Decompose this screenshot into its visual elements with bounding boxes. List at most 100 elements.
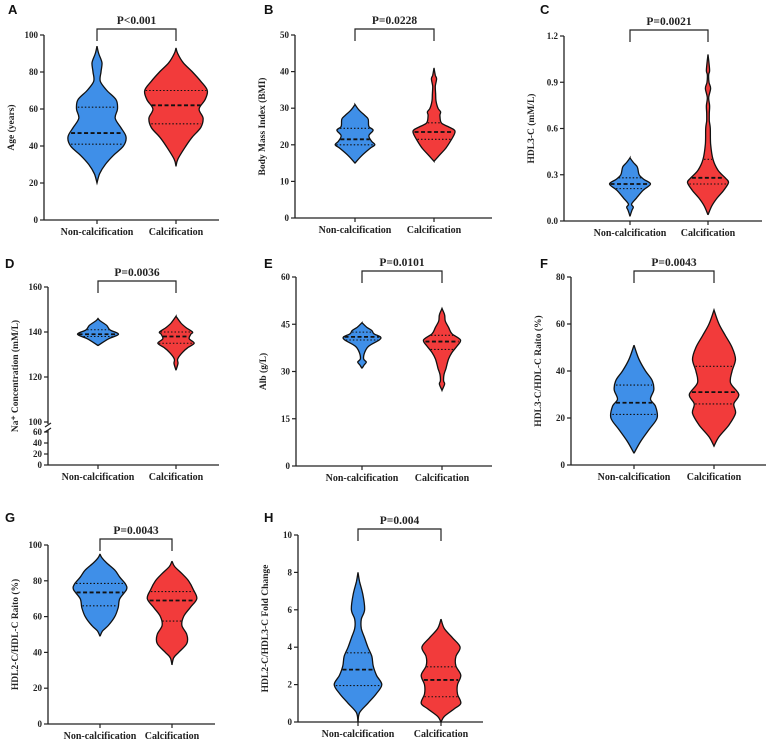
y-axis-label: HDL2-C/HDL3-C Fold Change xyxy=(261,565,271,693)
panel-G: G 0 20 40 60 80 100 HDL2-C/HDL-C Raito (%) Non-c… xyxy=(5,510,215,742)
y-tick-label: 60 xyxy=(556,319,566,329)
y-axis-label: Age (years) xyxy=(6,104,17,150)
panel-letter: H xyxy=(264,510,273,525)
y-tick-label: 10 xyxy=(280,176,290,186)
y-tick-label: 20 xyxy=(33,449,43,459)
y-tick-label: 0.3 xyxy=(547,170,559,180)
y-tick-label: 120 xyxy=(29,372,43,382)
y-tick-label: 60 xyxy=(29,104,39,114)
y-tick-label: 0 xyxy=(286,461,291,471)
y-tick-label: 4 xyxy=(288,642,293,652)
y-tick-label: 40 xyxy=(29,141,39,151)
violin-non-calcification xyxy=(67,45,127,186)
y-tick-label: 15 xyxy=(281,414,291,424)
y-tick-label: 0 xyxy=(34,215,39,225)
violin-non-calcification xyxy=(342,321,382,369)
y-tick-label: 30 xyxy=(280,103,290,113)
p-value-label: P=0.0021 xyxy=(646,16,691,28)
x-tick-label: Calcification xyxy=(415,473,470,484)
violin-calcification xyxy=(157,314,195,371)
y-tick-label: 40 xyxy=(556,366,566,376)
y-tick-label: 20 xyxy=(33,683,43,693)
panel-H: H 0 2 4 6 8 10 HDL2-C/HDL3-C Fold Change Non-cal… xyxy=(261,510,483,740)
x-tick-label: Non-calcification xyxy=(326,473,399,484)
violin-non-calcification xyxy=(76,317,120,347)
y-tick-label: 0 xyxy=(38,460,43,470)
panel-B: B 0 10 20 30 40 50 Body Mass Index (BMI) Non-cal… xyxy=(257,2,492,236)
panel-C: C 0.0 0.3 0.6 0.9 1.2 HDL3-C (mM/L) Non-calcifi… xyxy=(526,2,762,239)
p-value-label: P=0.004 xyxy=(380,515,420,527)
panel-letter: E xyxy=(264,256,273,271)
x-tick-label: Calcification xyxy=(149,227,204,238)
y-tick-label: 0 xyxy=(561,460,566,470)
x-tick-label: Calcification xyxy=(149,472,204,483)
y-tick-label: 10 xyxy=(283,530,293,540)
y-tick-label: 80 xyxy=(33,576,43,586)
panel-E: E 0 15 30 45 60 Alb (g/L) Non-calcification Calc… xyxy=(258,256,492,484)
p-value-label: P=0.0228 xyxy=(372,15,417,27)
y-tick-label: 80 xyxy=(29,67,39,77)
y-tick-label: 0 xyxy=(288,717,293,727)
y-axis-label: HDL3-C (mM/L) xyxy=(526,94,537,164)
x-tick-label: Calcification xyxy=(687,472,742,483)
y-tick-label: 0 xyxy=(285,213,290,223)
x-tick-label: Non-calcification xyxy=(319,225,392,236)
y-tick-label: 0.9 xyxy=(547,77,559,87)
y-tick-label: 20 xyxy=(29,178,39,188)
y-axis-label: Alb (g/L) xyxy=(258,353,269,390)
y-tick-label: 140 xyxy=(29,327,43,337)
panel-letter: C xyxy=(540,2,550,17)
p-value-label: P=0.0043 xyxy=(113,525,158,537)
axis-break-mark xyxy=(44,427,52,433)
y-tick-label: 40 xyxy=(280,67,290,77)
y-tick-label: 50 xyxy=(280,30,290,40)
panel-letter: A xyxy=(8,2,18,17)
y-tick-label: 30 xyxy=(281,367,291,377)
x-tick-label: Calcification xyxy=(407,225,462,236)
y-axis-label: HDL2-C/HDL-C Raito (%) xyxy=(10,579,21,690)
y-tick-label: 80 xyxy=(556,272,566,282)
y-tick-label: 60 xyxy=(33,427,43,437)
x-tick-label: Calcification xyxy=(414,729,469,740)
violin-calcification xyxy=(688,307,740,448)
x-tick-label: Non-calcification xyxy=(598,472,671,483)
y-axis-label: Body Mass Index (BMI) xyxy=(257,78,268,176)
panel-letter: B xyxy=(264,2,273,17)
panel-F: F 0 20 40 60 80 HDL3-C/HDL-C Raito (%) Non-calc… xyxy=(533,256,766,483)
panel-letter: F xyxy=(540,256,548,271)
y-tick-label: 1.2 xyxy=(547,31,559,41)
violin-non-calcification xyxy=(608,155,652,217)
y-tick-label: 20 xyxy=(556,413,566,423)
panel-letter: D xyxy=(5,256,14,271)
y-tick-label: 2 xyxy=(288,680,293,690)
panel-A: A 0 20 40 60 80 100 Age (years) Non-calcificatio… xyxy=(6,2,219,238)
y-tick-label: 6 xyxy=(288,605,293,615)
y-axis-label: HDL3-C/HDL-C Raito (%) xyxy=(533,315,544,426)
x-tick-label: Non-calcification xyxy=(594,228,667,239)
y-tick-label: 20 xyxy=(280,140,290,150)
violin-non-calcification xyxy=(72,553,128,637)
violin-calcification xyxy=(143,47,209,167)
y-tick-label: 160 xyxy=(29,282,43,292)
significance-bracket xyxy=(99,538,173,551)
y-tick-label: 40 xyxy=(33,647,43,657)
panel-letter: G xyxy=(5,510,15,525)
y-tick-label: 8 xyxy=(288,567,293,577)
violin-calcification xyxy=(412,67,456,164)
x-tick-label: Non-calcification xyxy=(64,731,137,742)
x-tick-label: Non-calcification xyxy=(322,729,395,740)
x-tick-label: Calcification xyxy=(145,731,200,742)
y-tick-label: 100 xyxy=(29,540,43,550)
y-tick-label: 60 xyxy=(281,272,291,282)
significance-bracket xyxy=(361,270,443,283)
violin-calcification xyxy=(146,560,198,666)
y-tick-label: 100 xyxy=(29,417,43,427)
significance-bracket xyxy=(629,29,709,42)
y-tick-label: 100 xyxy=(25,30,39,40)
y-tick-label: 0 xyxy=(38,719,43,729)
y-tick-label: 0.0 xyxy=(547,216,559,226)
p-value-label: P<0.001 xyxy=(117,15,157,27)
y-axis-label: Na⁺ Concentration (mM/L) xyxy=(10,320,21,432)
